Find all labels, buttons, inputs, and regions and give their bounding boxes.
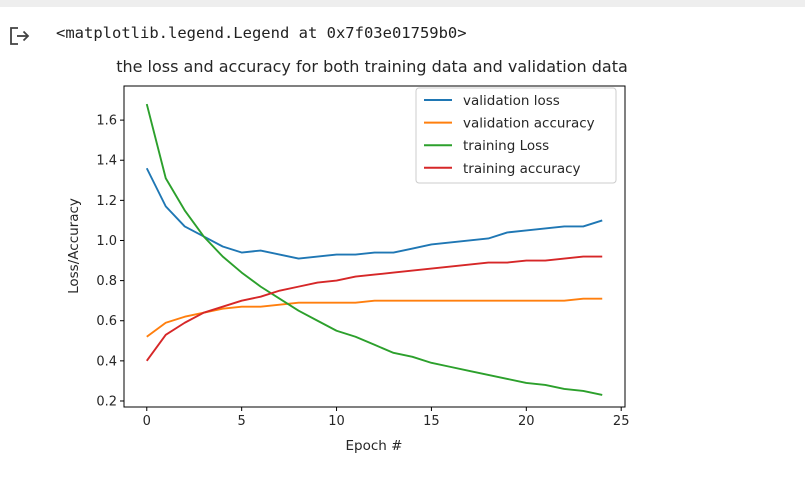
chart-title: the loss and accuracy for both training … xyxy=(116,57,628,76)
legend-label-validation-loss: validation loss xyxy=(463,93,560,109)
series-line-validation-accuracy xyxy=(146,297,603,338)
y-tick-label: 0.4 xyxy=(96,354,117,369)
y-axis-label: Loss/Accuracy xyxy=(66,198,82,294)
plot-frame xyxy=(123,85,626,408)
output-header-bar xyxy=(0,0,805,7)
series-line-training-loss xyxy=(145,103,603,396)
y-tick-label: 0.8 xyxy=(96,274,117,289)
chart-legend: validation loss validation accuracy traini… xyxy=(415,87,617,184)
y-tick-label: 1.4 xyxy=(96,154,117,169)
y-tick-label: 1.2 xyxy=(96,194,117,209)
y-tick-label: 1.0 xyxy=(96,234,117,249)
legend-box xyxy=(415,87,617,184)
legend-label-training-loss: training Loss xyxy=(463,138,549,154)
x-tick-label: 0 xyxy=(143,414,151,429)
x-tick-label: 25 xyxy=(613,414,630,429)
y-tick-label: 0.6 xyxy=(96,314,117,329)
series-line-validation-loss xyxy=(145,167,603,260)
y-tick-label: 0.2 xyxy=(96,394,117,409)
x-tick-label: 20 xyxy=(518,414,535,429)
y-tick-label: 1.6 xyxy=(96,114,117,129)
output-arrow-icon[interactable] xyxy=(8,25,30,47)
x-tick-label: 10 xyxy=(328,414,345,429)
legend-label-validation-accuracy: validation accuracy xyxy=(463,116,595,132)
x-axis-label: Epoch # xyxy=(346,438,403,454)
legend-label-training-accuracy: training accuracy xyxy=(463,161,581,177)
output-repr-text: <matplotlib.legend.Legend at 0x7f03e0175… xyxy=(56,24,467,42)
series-line-training-accuracy xyxy=(146,255,603,362)
x-tick-label: 15 xyxy=(423,414,440,429)
x-tick-label: 5 xyxy=(238,414,246,429)
